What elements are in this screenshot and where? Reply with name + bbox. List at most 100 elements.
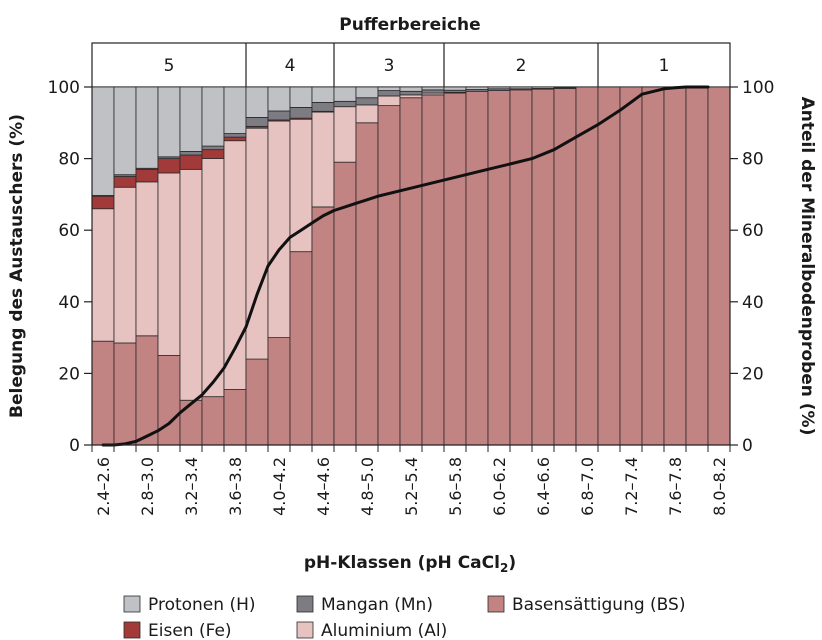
x-tick-label: 3.6–3.8 (226, 457, 245, 516)
x-tick-label: 6.4–6.6 (534, 457, 553, 516)
bar-segment-h (531, 86, 555, 89)
bar-segment-h (311, 86, 335, 103)
cumulative-line (101, 85, 710, 447)
bar-segment-bs (91, 340, 115, 446)
bar-segment-h (201, 86, 225, 147)
bar-segment-fe (223, 136, 247, 142)
bar-segment-bs (289, 251, 313, 446)
bar-segment-fe (157, 158, 181, 174)
bar-segment-h (333, 86, 357, 102)
x-tick-label: 6.0–6.2 (490, 457, 509, 516)
bar-segment-h (443, 86, 467, 91)
bar-segment-mn (201, 145, 225, 151)
bar-segment-al (333, 106, 357, 163)
x-tick-label: 2.8–3.0 (138, 457, 157, 516)
bar-segment-bs (619, 86, 643, 446)
bar-segment-h (553, 86, 577, 89)
y-tick-label-left: 60 (58, 221, 80, 241)
x-axis-label-end: ) (508, 553, 516, 573)
bar-segment-bs (597, 86, 621, 446)
x-tick-label: 5.6–5.8 (446, 457, 465, 516)
y-tick-label-right: 0 (742, 436, 753, 456)
buffer-zone-label: 4 (285, 56, 296, 76)
bar-segment-bs (135, 335, 159, 446)
x-axis-label: pH-Klassen (pH CaCl2) (304, 553, 516, 575)
bar-segment-al (399, 94, 423, 99)
x-tick-label: 3.2–3.4 (182, 457, 201, 516)
legend-swatch-fe (123, 621, 141, 639)
bar-segment-bs (487, 90, 511, 446)
bar-segment-al (157, 172, 181, 356)
x-tick-label: 2.4–2.6 (94, 457, 113, 516)
bar-segment-al (179, 168, 203, 401)
bar-segment-al (311, 111, 335, 208)
bar-segment-mn (355, 97, 379, 106)
legend-swatch-mn (296, 595, 314, 613)
bar-segment-h (245, 86, 269, 118)
x-axis-label-main: pH-Klassen (pH CaCl (304, 553, 500, 573)
bar-segment-mn (399, 90, 423, 96)
bar-segment-h (465, 86, 489, 90)
x-tick-label: 6.8–7.0 (578, 457, 597, 516)
bar-segment-h (377, 86, 401, 91)
bar-segment-mn (311, 101, 335, 112)
x-tick-label: 8.0–8.2 (710, 457, 729, 516)
bar-segment-bs (421, 94, 445, 446)
bar-segment-h (135, 86, 159, 169)
bar-segment-mn (267, 110, 291, 121)
bar-segment-bs (377, 105, 401, 446)
bar-segment-al (355, 104, 379, 124)
bar-segment-h (289, 86, 313, 108)
x-tick-label: 7.6–7.8 (666, 457, 685, 516)
bar-segment-bs (201, 396, 225, 446)
x-tick-label: 4.0–4.2 (270, 457, 289, 516)
bar-segment-bs (355, 122, 379, 446)
bar-segment-bs (465, 90, 489, 446)
y-tick-label-right: 100 (742, 78, 774, 98)
bar-segment-al (245, 127, 269, 360)
bar-segment-fe (113, 176, 137, 188)
bar-segment-bs (707, 86, 731, 446)
bar-segment-h (267, 86, 291, 112)
bar-segment-mn (377, 90, 401, 97)
bar-segment-bs (531, 88, 555, 446)
bar-segment-h (113, 86, 137, 176)
buffer-zone-label: 2 (516, 56, 527, 76)
buffer-zone-label: 3 (384, 56, 395, 76)
bar-segment-fe (179, 154, 203, 170)
bar-segment-h (487, 86, 511, 90)
x-axis-label-subscript: 2 (500, 561, 508, 575)
legend-swatch-bs (487, 595, 505, 613)
bar-segment-mn (179, 151, 203, 156)
y-tick-label-right: 20 (742, 364, 764, 384)
legend: Protonen (H) Mangan (Mn) Basensättigung (B… (123, 595, 685, 640)
bar-segment-al (267, 120, 291, 338)
bar-segment-mn (333, 100, 357, 108)
y-tick-label-left: 20 (58, 364, 80, 384)
bar-segment-bs (223, 389, 247, 446)
bar-segment-mn (223, 133, 247, 138)
bar-segment-al (201, 158, 225, 398)
buffer-zone-frame (91, 42, 731, 88)
y-tick-label-left: 100 (48, 78, 80, 98)
axes: 0 0 20 20 40 40 60 60 80 80 100 100 2.4–2.6 2.8–3.0 3.… (48, 78, 775, 516)
bar-segment-fe (135, 168, 159, 183)
chart-title: Pufferbereiche (339, 15, 480, 35)
bar-segment-fe (201, 149, 225, 159)
y-tick-label-right: 40 (742, 293, 764, 313)
x-tick-label: 7.2–7.4 (622, 457, 641, 516)
y-tick-label-left: 40 (58, 293, 80, 313)
bar-segment-h (91, 86, 115, 196)
bar-segment-mn (245, 117, 269, 127)
x-tick-label: 4.8–5.0 (358, 457, 377, 516)
bar-segment-h (157, 86, 181, 158)
legend-label-bs: Basensättigung (BS) (512, 595, 685, 615)
bar-segment-mn (289, 107, 313, 119)
y-tick-label-left: 80 (58, 150, 80, 170)
x-tick-label: 5.2–5.4 (402, 457, 421, 516)
bar-segment-bs (641, 86, 665, 446)
y-tick-label-right: 80 (742, 150, 764, 170)
bar-segment-bs (509, 89, 533, 446)
buffer-zone-label: 1 (659, 56, 670, 76)
y-axis-label-left: Belegung des Austauschers (%) (7, 114, 27, 418)
